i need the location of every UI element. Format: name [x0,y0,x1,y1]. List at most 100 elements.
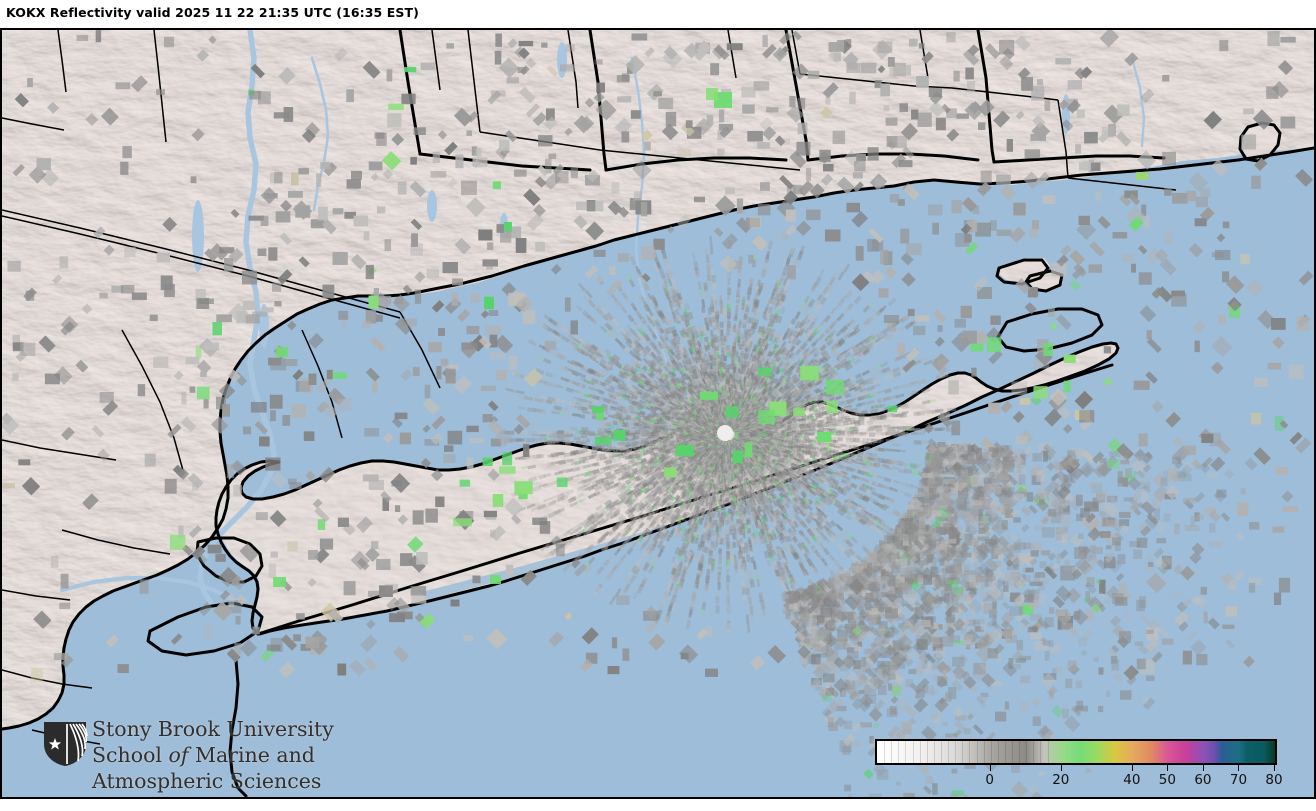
reflectivity-pixel [730,535,733,543]
reflectivity-pixel [701,606,705,616]
reflectivity-pixel [893,479,901,484]
staten-island [195,536,264,584]
reflectivity-pixel [885,439,893,443]
reflectivity-pixel [613,547,622,557]
reflectivity-pixel [876,438,884,442]
reflectivity-pixel [830,439,837,443]
reflectivity-pixel [746,623,751,633]
sandy-hook [228,658,248,797]
reflectivity-pixel [833,437,841,441]
basemap-layer [2,30,1314,797]
reflectivity-pixel [877,475,884,480]
reflectivity-pixel [878,447,886,452]
peconic-bay-outline [996,307,1104,353]
reflectivity-pixel [889,486,899,493]
reflectivity-pixel [838,532,846,541]
reflectivity-pixel [845,514,853,521]
reflectivity-pixel [562,563,572,572]
reflectivity-pixel [804,435,809,439]
reflectivity-pixel [703,585,709,594]
reflectivity-pixel [725,519,730,526]
reflectivity-pixel [770,437,775,441]
reflectivity-pixel [746,554,751,563]
reflectivity-pixel [866,438,875,441]
reflectivity-pixel [853,437,860,443]
reflectivity-pixel [623,575,630,584]
reflectivity-pixel [836,443,844,448]
land-mainland [2,30,1314,730]
lake-3 [427,190,437,222]
reflectivity-pixel [726,583,730,590]
reflectivity-pixel [857,451,864,456]
reflectivity-pixel [890,439,897,444]
reflectivity-pixel [761,607,766,616]
reflectivity-pixel [749,550,754,557]
reflectivity-pixel [798,435,805,439]
reflectivity-pixel [862,441,869,446]
reflectivity-pixel [819,542,825,550]
reflectivity-pixel [831,443,837,447]
reflectivity-pixel [760,599,766,610]
hudson-river [197,30,277,607]
reflectivity-pixel [662,539,668,547]
reflectivity-pixel [841,448,849,453]
reflectivity-pixel [826,442,833,448]
reflectivity-layer [2,30,1314,797]
reflectivity-pixel [647,554,654,563]
reflectivity-pixel [807,439,813,444]
reflectivity-pixel [718,525,722,532]
tributary-2 [1130,56,1146,148]
reflectivity-pixel [728,499,732,506]
reflectivity-pixel [822,444,830,448]
reflectivity-pixel [642,562,650,572]
reflectivity-pixel [835,523,844,532]
reflectivity-pixel [749,579,755,588]
block-island-outline [1238,121,1282,163]
reflectivity-pixel [862,438,870,443]
reflectivity-pixel [726,543,730,551]
reflectivity-pixel [715,596,720,604]
reflectivity-pixel [892,443,901,447]
reflectivity-pixel [839,443,847,447]
reflectivity-pixel [784,437,789,441]
reflectivity-pixel [726,605,731,614]
reflectivity-pixel [657,549,664,558]
page-title: KOKX Reflectivity valid 2025 11 22 21:35… [6,5,419,20]
reflectivity-pixel [809,439,816,443]
reflectivity-pixel [874,447,883,452]
reflectivity-pixel [865,441,873,445]
reflectivity-pixel [729,555,735,563]
reflectivity-pixel [811,567,820,576]
reflectivity-pixel [726,568,729,576]
reflectivity-pixel [920,440,929,444]
reflectivity-pixel [648,565,655,574]
reflectivity-pixel [818,443,826,448]
reflectivity-pixel [837,437,843,442]
reflectivity-pixel [592,585,602,596]
reflectivity-pixel [797,439,805,444]
reflectivity-pixel [822,547,831,556]
reflectivity-pixel [892,449,900,453]
reflectivity-pixel [870,490,879,497]
reflectivity-pixel [697,544,703,551]
reflectivity-pixel [737,551,742,560]
reflectivity-pixel [820,442,828,445]
reflectivity-pixel [915,451,923,455]
reflectivity-pixel [747,596,753,606]
lake-1 [192,200,204,272]
reflectivity-pixel [828,442,835,448]
reflectivity-pixel [685,619,692,630]
reflectivity-pixel [745,614,750,624]
reflectivity-pixel [717,581,721,591]
reflectivity-pixel [752,561,757,570]
reflectivity-pixel [913,440,922,445]
reflectivity-pixel [800,435,806,441]
mainland-relief [2,30,1314,730]
reflectivity-pixel [852,445,860,450]
reflectivity-pixel [704,538,708,546]
map-canvas[interactable]: Stony Brook University School of Marine … [0,28,1316,799]
reflectivity-pixel [865,452,872,456]
reflectivity-pixel [869,442,876,445]
reflectivity-pixel [735,565,738,574]
